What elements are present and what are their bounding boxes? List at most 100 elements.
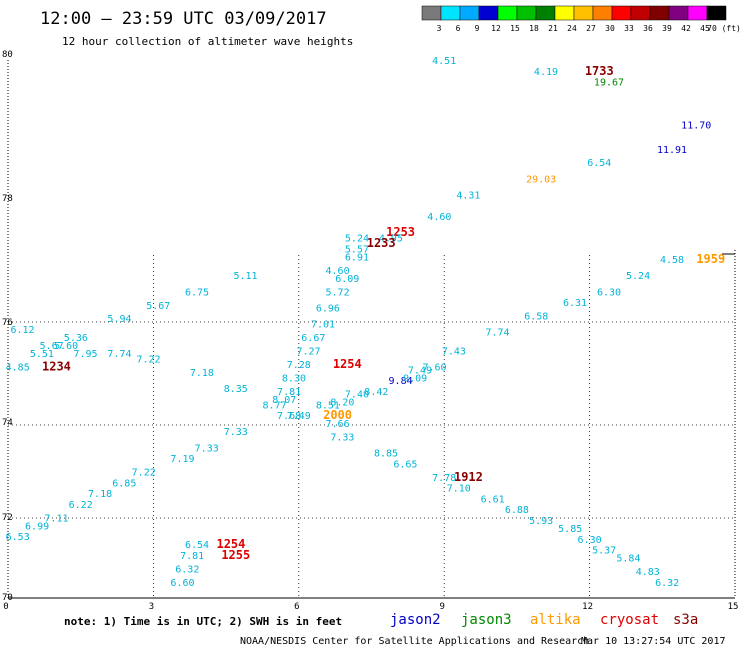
x-tick-label: 12 [582,602,593,612]
scale-swatch [535,5,556,21]
wave-height-label: 6.31 [563,298,587,309]
y-tick-label: 80 [2,50,13,60]
wave-height-label: 6.96 [316,303,340,314]
wave-height-label: 7.74 [485,328,509,339]
scale-swatch [649,5,670,21]
pass-time-label: 1959 [696,252,725,266]
wave-height-label: 6.85 [112,478,136,489]
scale-swatch [630,5,651,21]
wave-height-label: 9.09 [403,373,427,384]
scale-label: 15 [510,24,520,33]
scale-swatch [611,5,632,21]
wave-height-label: 4.83 [636,567,660,578]
wave-height-label: 7.11 [44,513,68,524]
wave-height-label: 19.67 [594,78,624,89]
wave-height-label: 7.49 [408,365,432,376]
wave-height-label: 5.67 [146,301,170,312]
wave-height-label: 6.58 [524,312,548,323]
wave-height-label: 8.77 [263,400,287,411]
page-title: 12:00 — 23:59 UTC 03/09/2017 [40,9,327,29]
wave-height-label: 7.27 [296,347,320,358]
scale-label: 6 [456,24,461,33]
y-tick-label: 72 [2,513,13,523]
legend-jason2: jason2 [390,612,441,628]
scale-swatch [478,5,499,21]
wave-height-label: 7.60 [422,363,446,374]
wave-height-label: 7.18 [88,489,112,500]
legend-s3a: s3a [673,612,698,628]
wave-height-label: 7.40 [345,390,369,401]
x-tick-label: 3 [149,602,154,612]
wave-height-label: 5.60 [54,341,78,352]
wave-height-label: 5.57 [345,244,369,255]
wave-height-label: 8.07 [272,395,296,406]
footer-credit: NOAA/NESDIS Center for Satellite Applica… [240,636,589,647]
wave-height-label: 6.88 [505,505,529,516]
wave-height-label: 7.18 [190,368,214,379]
scale-label: 9 [475,24,480,33]
wave-height-label: 4.60 [427,212,451,223]
scale-label: 70 (ft) [707,24,740,33]
wave-height-label: 5.72 [326,287,350,298]
wave-height-label: 5.36 [64,333,88,344]
wave-height-label: 6.65 [393,460,417,471]
y-tick-label: 78 [2,194,13,204]
scale-label: 12 [491,24,501,33]
wave-height-label: 7.22 [137,355,161,366]
wave-height-label: 4.51 [432,56,456,67]
wave-height-label: 11.70 [681,121,711,132]
scale-swatch [687,5,708,21]
wave-height-label: 7.81 [180,551,204,562]
scale-label: 45 [700,24,710,33]
pass-time-label: 1912 [454,470,483,484]
wave-height-label: 8.42 [364,387,388,398]
scale-swatch [497,5,518,21]
scale-swatch [421,5,442,21]
wave-height-label: 7.95 [73,349,97,360]
wave-height-label: 7.68 [277,411,301,422]
x-tick-label: 15 [728,602,739,612]
wave-height-label: 8.20 [330,398,354,409]
scale-label: 42 [681,24,691,33]
wave-height-label: 7.81 [277,387,301,398]
scale-swatch [516,5,537,21]
wave-height-label: 29.03 [526,174,556,185]
wave-height-label: 4.95 [379,234,403,245]
plot-frame [7,60,736,599]
wave-height-label: 8.51 [316,400,340,411]
y-tick-label: 74 [2,418,13,428]
pass-time-label: 1233 [367,236,396,250]
scale-swatch [592,5,613,21]
wave-height-label: 6.32 [175,564,199,575]
wave-height-label: 5.24 [626,271,650,282]
wave-height-label: 7.33 [330,433,354,444]
wave-height-label: 5.85 [558,524,582,535]
scale-label: 36 [643,24,653,33]
scale-label: 18 [529,24,539,33]
wave-height-label: 5.93 [529,516,553,527]
scale-label: 3 [437,24,442,33]
pass-time-label: 1733 [585,64,614,78]
wave-height-label: 6.54 [185,540,209,551]
scale-swatch [459,5,480,21]
wave-height-label: 5.67 [40,341,64,352]
wave-height-label: 4.58 [660,255,684,266]
wave-height-label: 6.22 [69,500,93,511]
wave-height-label: 7.19 [170,454,194,465]
wave-height-label: 7.74 [107,349,131,360]
legend-note: note: 1) Time is in UTC; 2) SWH is in fe… [64,615,342,628]
pass-time-label: 1234 [42,360,71,374]
wave-height-label: 6.30 [578,535,602,546]
pass-time-label: 1253 [386,225,415,239]
wave-height-label: 11.91 [657,145,687,156]
wave-height-label: 6.99 [25,521,49,532]
scale-swatch [668,5,689,21]
wave-height-label: 6.91 [345,252,369,263]
wave-height-label: 7.01 [311,320,335,331]
wave-height-label: 5.11 [233,271,257,282]
wave-height-label: 6.30 [597,287,621,298]
wave-height-label: 4.31 [456,191,480,202]
